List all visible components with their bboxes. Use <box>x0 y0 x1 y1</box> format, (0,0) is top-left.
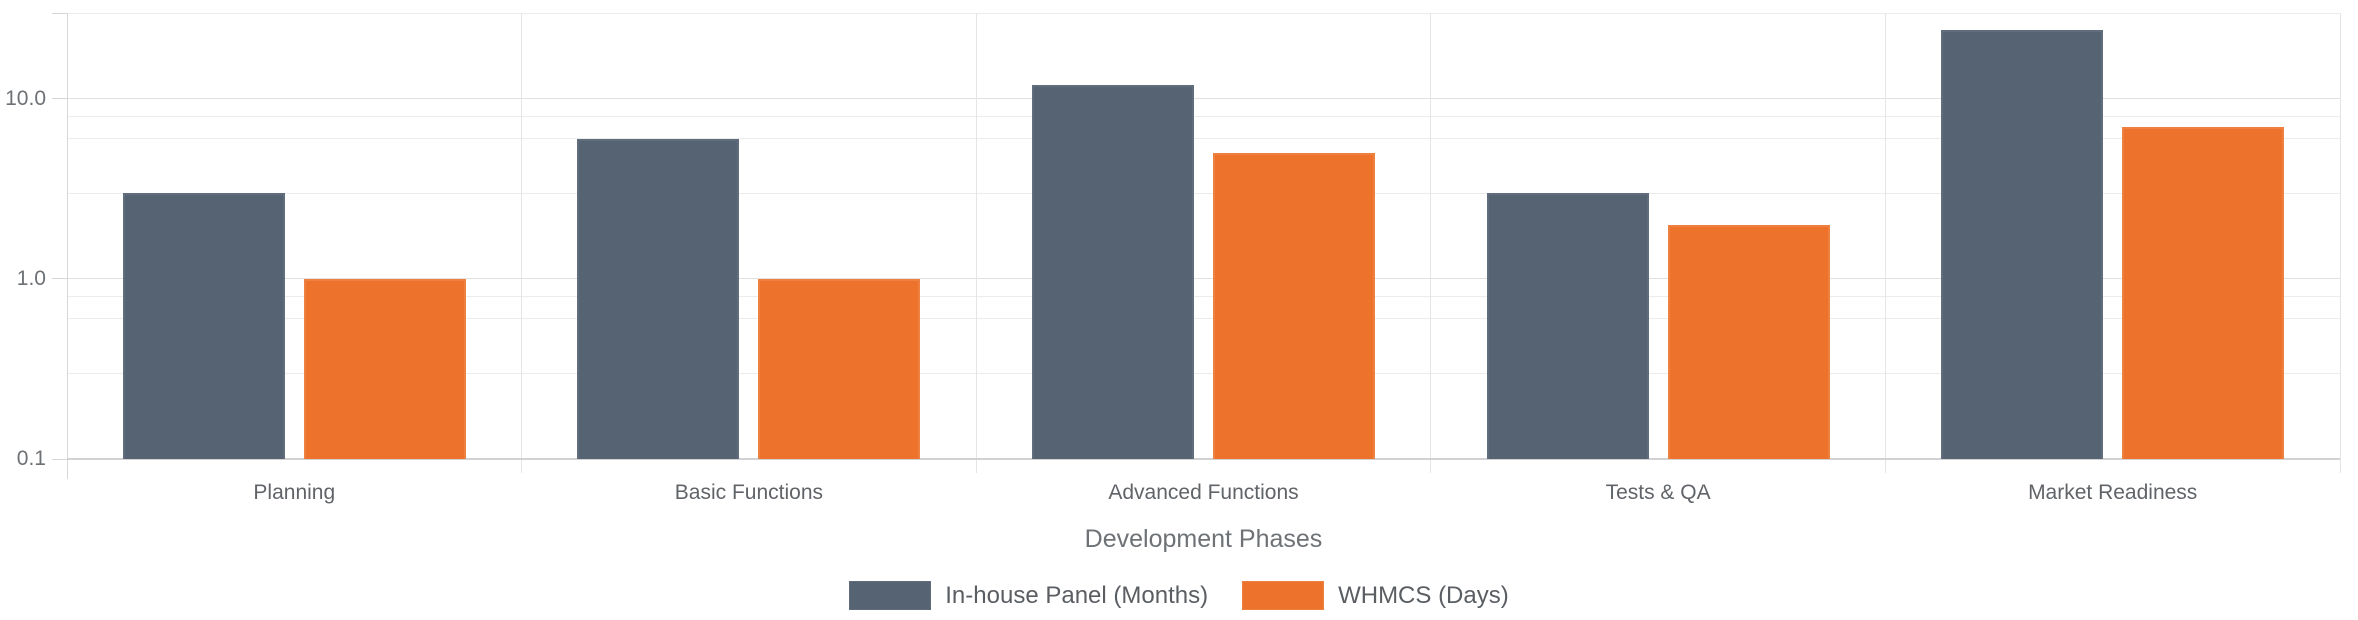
minor-gridline <box>67 115 2340 117</box>
minor-gridline <box>67 138 2340 140</box>
category-label: Basic Functions <box>674 481 824 504</box>
minor-gridline <box>67 12 2340 14</box>
major-gridline <box>67 98 2340 100</box>
category-separator-line <box>1884 13 1886 473</box>
y-axis-line <box>67 13 68 479</box>
y-axis-tick-label: 1.0 <box>16 266 46 290</box>
category-label: Planning <box>253 481 336 504</box>
category-separator-line <box>975 13 977 473</box>
category-label: Market Readiness <box>2028 481 2198 504</box>
legend: In-house Panel (Months) WHMCS (Days) <box>0 580 2358 610</box>
minor-gridline <box>67 295 2340 297</box>
major-gridline <box>67 278 2340 280</box>
bar-inhouse-planning[interactable] <box>122 193 285 459</box>
category-separator-line <box>1430 13 1432 473</box>
y-axis-tick-label: 0.1 <box>16 447 46 470</box>
y-axis-tick-label: 10.0 <box>5 86 46 110</box>
y-axis-tick <box>52 278 67 280</box>
x-axis-line <box>67 458 2340 460</box>
legend-swatch <box>849 580 932 610</box>
legend-label: WHMCS (Days) <box>1338 581 1509 609</box>
legend-label: In-house Panel (Months) <box>945 581 1209 609</box>
bar-whmcs-planning[interactable] <box>303 278 466 459</box>
legend-swatch <box>1242 580 1325 610</box>
category-separator-line <box>2339 13 2341 473</box>
bar-whmcs-basic-functions[interactable] <box>758 278 921 459</box>
minor-gridline <box>67 318 2340 320</box>
x-axis-title: Development Phases <box>1084 525 1323 553</box>
bar-inhouse-market-readiness[interactable] <box>1941 30 2104 459</box>
plot-area <box>67 12 2341 479</box>
y-axis-tick <box>52 98 67 100</box>
y-axis-tick <box>52 12 67 14</box>
legend-item[interactable]: WHMCS (Days) <box>1242 580 1509 610</box>
bar-whmcs-tests-qa[interactable] <box>1667 224 1830 459</box>
y-axis: 10.0 1.0 0.1 <box>0 12 67 470</box>
bar-inhouse-tests-qa[interactable] <box>1486 193 1649 459</box>
category-label: Advanced Functions <box>1108 481 1299 504</box>
legend-item[interactable]: In-house Panel (Months) <box>849 580 1209 610</box>
minor-gridline <box>67 372 2340 374</box>
bar-whmcs-advanced-functions[interactable] <box>1213 153 1375 459</box>
bar-whmcs-market-readiness[interactable] <box>2122 126 2285 459</box>
minor-gridline <box>67 192 2340 194</box>
category-label: Tests & QA <box>1605 481 1711 504</box>
bar-inhouse-advanced-functions[interactable] <box>1032 84 1194 459</box>
category-separator-line <box>521 13 523 473</box>
y-axis-tick <box>52 458 67 460</box>
bar-inhouse-basic-functions[interactable] <box>577 138 740 459</box>
x-axis-category-labels: Planning Basic Functions Advanced Function… <box>67 481 2340 507</box>
